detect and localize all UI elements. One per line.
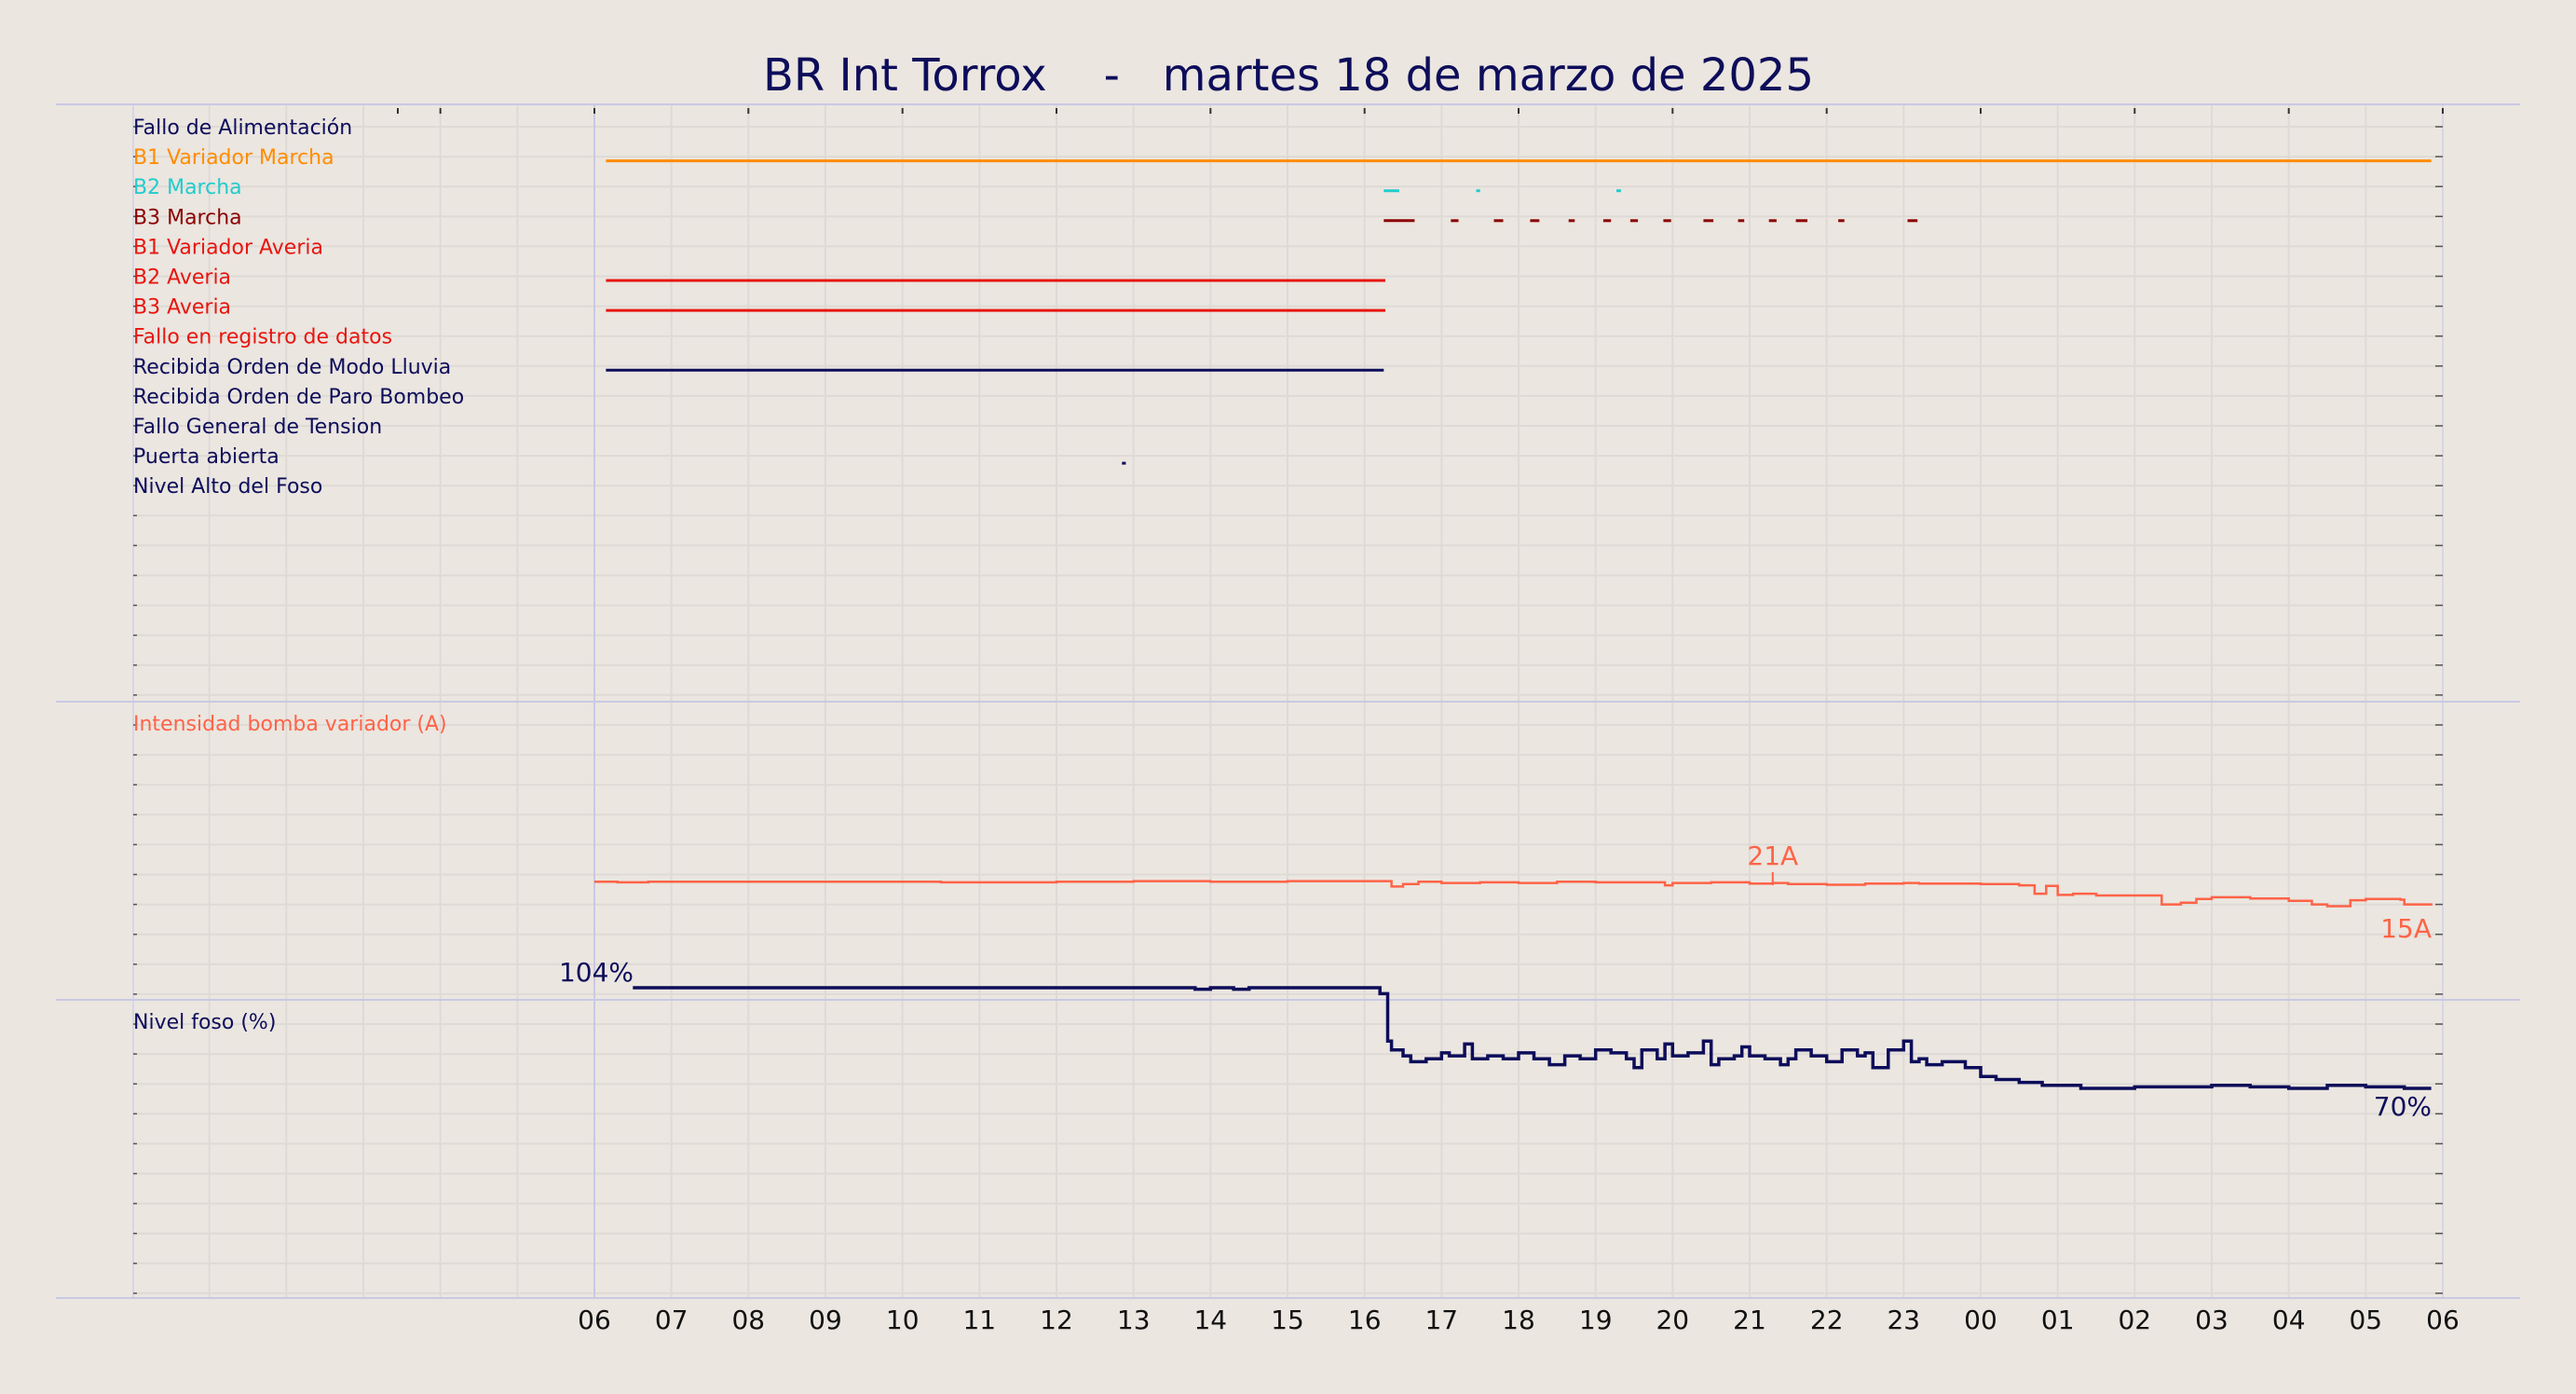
x-tick-label: 17 [1424, 1305, 1458, 1335]
chart-title: BR Int Torrox - martes 18 de marzo de 20… [763, 49, 1814, 102]
x-tick-label: 21 [1733, 1305, 1766, 1335]
x-tick-label: 11 [962, 1305, 996, 1335]
level-start-label: 104% [559, 957, 634, 988]
timeline-row-label: Recibida Orden de Modo Lluvia [133, 356, 451, 379]
intensity-end-label: 15A [2380, 913, 2432, 944]
level-end-label: 70% [2374, 1091, 2432, 1122]
x-tick-label: 14 [1193, 1305, 1227, 1335]
x-tick-label: 10 [886, 1305, 920, 1335]
intensity-line [594, 880, 2433, 908]
tick-marks [133, 108, 2444, 1294]
timeline-row-label: Puerta abierta [133, 445, 279, 469]
timeline-row-label: Recibida Orden de Paro Bombeo [133, 386, 464, 409]
x-tick-label: 20 [1656, 1305, 1689, 1335]
level-series-label: Nivel foso (%) [133, 1011, 276, 1034]
timeline-row-label: Fallo General de Tension [133, 416, 382, 439]
panel-separators [56, 103, 2520, 1299]
level-line [633, 986, 2432, 1090]
x-axis: 06 07 08 09 10 11 12 13 14 15 16 17 18 19 20 21 22 23 00 01… [578, 1305, 2460, 1335]
x-tick-label: 22 [1810, 1305, 1844, 1335]
x-tick-label: 06 [578, 1305, 611, 1335]
intensity-max-label: 21A [1747, 840, 1798, 871]
timeline-row-label: B3 Averia [133, 296, 231, 320]
x-tick-label: 02 [2118, 1305, 2151, 1335]
x-tick-label: 03 [2195, 1305, 2228, 1335]
timeline-row-label: B1 Variador Marcha [133, 146, 334, 170]
x-tick-label: 13 [1117, 1305, 1151, 1335]
x-tick-label: 09 [809, 1305, 842, 1335]
level-panel: Nivel foso (%) 104% 70% [133, 957, 2432, 1122]
timeline-row-label: B2 Averia [133, 266, 231, 290]
timeline-panel: Fallo de Alimentación B1 Variador Marcha B… [133, 116, 2432, 499]
x-tick-label: 01 [2041, 1305, 2075, 1335]
timeline-row-label: Fallo en registro de datos [133, 326, 392, 349]
x-tick-label: 05 [2349, 1305, 2382, 1335]
x-tick-label: 06 [2426, 1305, 2460, 1335]
timeline-row-label: B2 Marcha [133, 176, 242, 199]
intensity-series-label: Intensidad bomba variador (A) [133, 713, 447, 736]
x-tick-label: 00 [1964, 1305, 1997, 1335]
x-tick-label: 07 [655, 1305, 688, 1335]
intensity-panel: Intensidad bomba variador (A) 21A 15A [133, 713, 2433, 944]
timeline-row-label: B3 Marcha [133, 206, 242, 229]
x-tick-label: 16 [1348, 1305, 1382, 1335]
timeline-row-label: Fallo de Alimentación [133, 116, 352, 140]
x-tick-label: 19 [1579, 1305, 1613, 1335]
x-tick-label: 23 [1887, 1305, 1920, 1335]
timeline-row-label: B1 Variador Averia [133, 236, 323, 259]
x-tick-label: 04 [2272, 1305, 2306, 1335]
timeline-row-label: Nivel Alto del Foso [133, 475, 322, 499]
x-tick-label: 15 [1271, 1305, 1304, 1335]
x-tick-label: 12 [1040, 1305, 1073, 1335]
x-tick-label: 18 [1502, 1305, 1535, 1335]
x-tick-label: 08 [731, 1305, 765, 1335]
